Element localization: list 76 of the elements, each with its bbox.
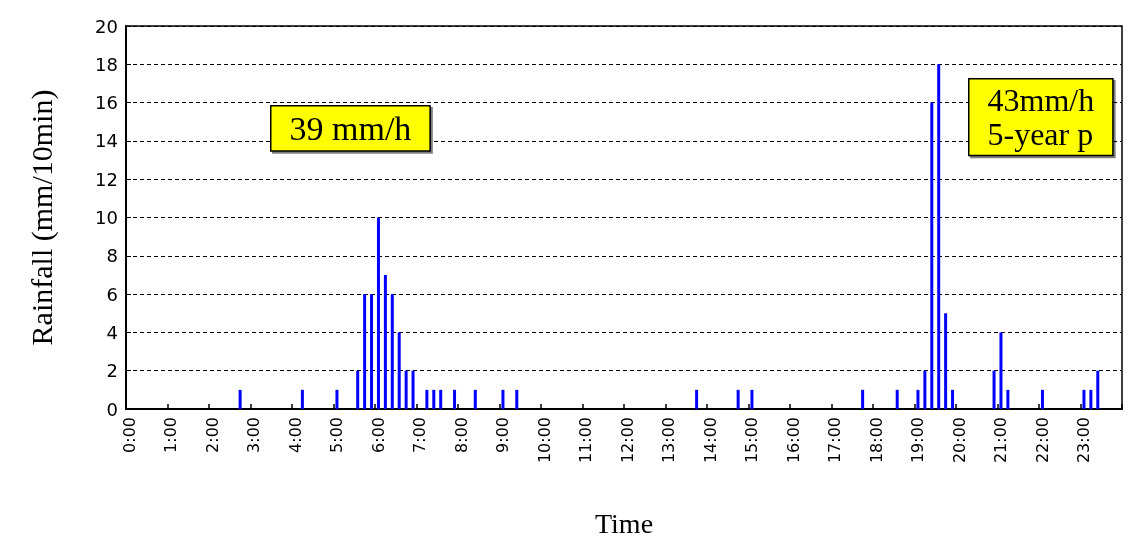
x-tick-label: 13:00 bbox=[659, 417, 679, 464]
y-tick-label: 2 bbox=[106, 360, 118, 382]
bar bbox=[1040, 389, 1044, 409]
bar bbox=[951, 389, 955, 409]
x-tick-label: 12:00 bbox=[617, 417, 637, 464]
x-tick-label: 22:00 bbox=[1032, 417, 1052, 464]
y-tick-label: 4 bbox=[106, 321, 118, 343]
bar bbox=[501, 389, 505, 409]
bar bbox=[999, 332, 1003, 409]
y-tick-label: 16 bbox=[95, 92, 118, 114]
bar bbox=[397, 332, 401, 409]
annotation: 39 mm/h bbox=[289, 109, 412, 147]
x-tick-label: 6:00 bbox=[368, 417, 388, 453]
bar bbox=[425, 389, 429, 409]
y-tick-label: 8 bbox=[106, 245, 118, 267]
x-tick-label: 11:00 bbox=[576, 417, 596, 464]
bar bbox=[895, 389, 899, 409]
y-tick-label: 20 bbox=[95, 15, 118, 37]
bar bbox=[736, 389, 740, 409]
bar bbox=[937, 64, 941, 409]
bar bbox=[432, 389, 436, 409]
x-tick-label: 10:00 bbox=[534, 417, 554, 464]
x-tick-label: 14:00 bbox=[700, 417, 720, 464]
y-tick-label: 6 bbox=[106, 283, 118, 305]
bar bbox=[453, 389, 457, 409]
bar bbox=[515, 389, 519, 409]
bar bbox=[992, 370, 996, 409]
x-tick-label: 19:00 bbox=[908, 417, 928, 464]
bar bbox=[363, 294, 367, 409]
x-tick-label: 21:00 bbox=[991, 417, 1011, 464]
bar bbox=[300, 389, 304, 409]
x-tick-label: 5:00 bbox=[327, 417, 347, 453]
y-axis-title: Rainfall (mm/10min) bbox=[24, 89, 59, 346]
bar bbox=[383, 274, 387, 409]
x-tick-label: 15:00 bbox=[742, 417, 762, 464]
x-axis-title: Time bbox=[594, 507, 654, 539]
x-tick-label: 18:00 bbox=[866, 417, 886, 464]
bar bbox=[404, 370, 408, 409]
bar bbox=[1089, 389, 1093, 409]
x-tick-label: 2:00 bbox=[202, 417, 222, 453]
x-tick-label: 0:00 bbox=[119, 417, 139, 453]
bar bbox=[376, 217, 380, 409]
bar bbox=[411, 370, 415, 409]
y-tick-label: 18 bbox=[95, 53, 118, 75]
bar bbox=[930, 102, 934, 409]
bar bbox=[356, 370, 360, 409]
bar bbox=[473, 389, 477, 409]
bar bbox=[750, 389, 754, 409]
y-tick-label: 0 bbox=[106, 398, 118, 420]
bar bbox=[370, 294, 374, 409]
bar bbox=[923, 370, 927, 409]
annotation: 43mm/h 5-year p bbox=[987, 82, 1095, 152]
bar bbox=[916, 389, 920, 409]
y-tick-label: 10 bbox=[95, 207, 118, 228]
bar bbox=[1082, 389, 1086, 409]
y-tick-label: 12 bbox=[95, 168, 118, 190]
x-tick-label: 20:00 bbox=[949, 417, 969, 464]
x-tick-label: 7:00 bbox=[410, 417, 430, 453]
x-tick-label: 9:00 bbox=[493, 417, 513, 453]
bar bbox=[238, 389, 242, 409]
x-tick-label: 4:00 bbox=[285, 417, 305, 453]
bar bbox=[390, 294, 394, 409]
x-tick-label: 1:00 bbox=[161, 417, 181, 453]
bar bbox=[861, 389, 865, 409]
x-tick-label: 3:00 bbox=[244, 417, 264, 453]
bar bbox=[1006, 389, 1010, 409]
x-tick-label: 16:00 bbox=[783, 417, 803, 464]
bar bbox=[439, 389, 443, 409]
bar bbox=[335, 389, 339, 409]
x-tick-label: 17:00 bbox=[825, 417, 845, 464]
bar bbox=[1096, 370, 1100, 409]
bar bbox=[944, 313, 948, 409]
bar bbox=[695, 389, 699, 409]
y-tick-label: 14 bbox=[95, 130, 118, 152]
x-tick-label: 8:00 bbox=[451, 417, 471, 453]
x-tick-label: 23:00 bbox=[1074, 417, 1094, 464]
